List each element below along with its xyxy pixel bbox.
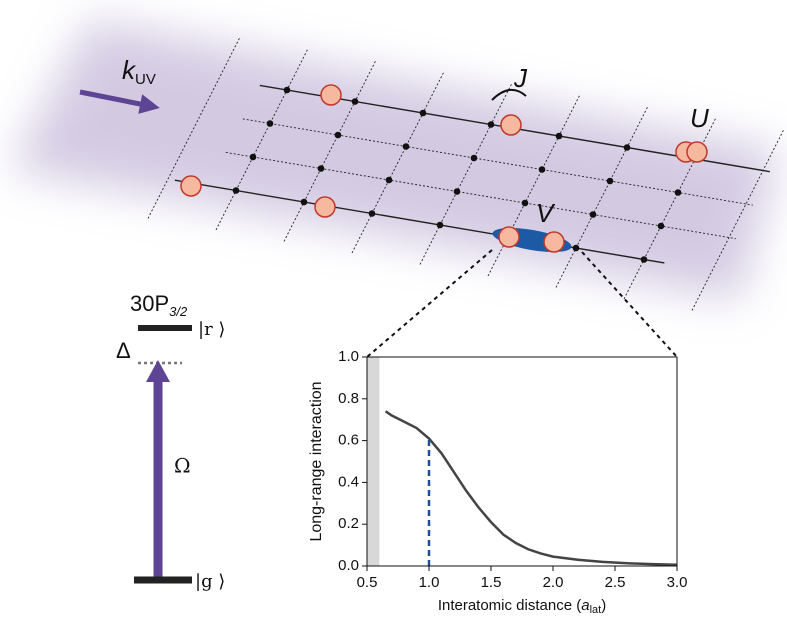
line-series (384, 410, 678, 566)
x-tick-label: 2.5 (605, 574, 626, 591)
lattice-site (351, 98, 359, 105)
x-axis-label-part: lat (590, 604, 602, 616)
y-tick-label: 0.2 (338, 515, 359, 532)
lattice-line (555, 107, 648, 289)
y-tick-label: 0.6 (338, 432, 359, 449)
g-ket: |g ⟩ (195, 571, 225, 592)
lattice-site (300, 198, 308, 206)
atom (498, 226, 520, 248)
lattice-site (606, 177, 614, 185)
r-ket: |r ⟩ (198, 319, 225, 340)
lattice-line (487, 95, 580, 277)
lattice-site (334, 131, 342, 139)
lattice-site (385, 176, 393, 184)
lattice-site (657, 222, 665, 230)
lattice-site (368, 210, 376, 217)
lattice-line (351, 72, 444, 254)
plot-frame (366, 356, 678, 567)
lattice-site (674, 189, 682, 196)
uv-arrow (79, 89, 160, 114)
lattice-line (147, 38, 240, 220)
hop-arrow (491, 89, 527, 101)
x-tick-label: 2.0 (543, 574, 564, 591)
lattice-site (572, 244, 580, 252)
lattice-site (436, 221, 444, 229)
atom (543, 231, 565, 253)
atom (320, 84, 342, 106)
uv-beam (10, 20, 780, 300)
lattice-site (470, 154, 478, 162)
lattice-line (691, 130, 784, 312)
lattice-site (623, 144, 631, 151)
plot-area (367, 357, 677, 566)
j-label: J (513, 63, 528, 93)
x-tick-label: 3.0 (667, 574, 688, 591)
lattice-site (521, 199, 529, 207)
x-tick-label: 1.5 (481, 574, 502, 591)
lattice-site (402, 143, 410, 150)
y-tick-label: 0.4 (338, 473, 359, 490)
lattice-site (640, 256, 648, 263)
zoom-line (366, 249, 493, 358)
v-label: V (536, 198, 556, 228)
x-axis-label-part: ) (601, 597, 606, 614)
x-axis-label: Interatomic distance (alat) (438, 597, 606, 616)
atom (314, 196, 336, 218)
lattice (147, 38, 784, 312)
lattice-site (317, 165, 325, 172)
rabi-label: Ω (174, 454, 191, 478)
shaded-region (367, 357, 380, 566)
x-tick-label: 0.5 (357, 574, 378, 591)
y-tick-label: 0.0 (338, 557, 359, 574)
x-axis-label-part: Interatomic distance ( (438, 597, 581, 614)
rydberg-label: 30P3/2 (130, 291, 188, 320)
lattice-row (174, 179, 665, 264)
lattice-line (215, 49, 308, 231)
lattice-site (453, 188, 461, 195)
lattice-site (283, 86, 291, 94)
lattice-site (249, 153, 257, 161)
u-label: U (690, 103, 709, 133)
lattice-line (419, 84, 512, 266)
y-axis-label: Long-range interaction (308, 381, 325, 541)
lattice-site (538, 166, 546, 173)
lattice-site (232, 187, 240, 194)
x-axis-label-part: a (581, 597, 589, 614)
k-uv-label: kUV (122, 55, 156, 88)
y-tick-label: 1.0 (338, 348, 359, 365)
detuning-label: Δ (116, 338, 131, 363)
drive-arrowhead (146, 360, 170, 382)
lattice-line (283, 61, 376, 243)
y-tick-label: 0.8 (338, 390, 359, 407)
atom (180, 175, 202, 197)
lattice-site (589, 211, 597, 218)
lattice-site (419, 109, 427, 117)
atom (500, 114, 522, 136)
chart: 0.5 1.0 1.5 2.0 2.5 3.0 0.0 0.2 0.4 0.6 0.8 1.0 Long… (308, 348, 687, 616)
lattice-site (487, 121, 495, 128)
lattice-site (266, 120, 274, 127)
lattice-site (555, 132, 563, 140)
atom (686, 141, 708, 163)
x-tick-label: 1.0 (419, 574, 440, 591)
